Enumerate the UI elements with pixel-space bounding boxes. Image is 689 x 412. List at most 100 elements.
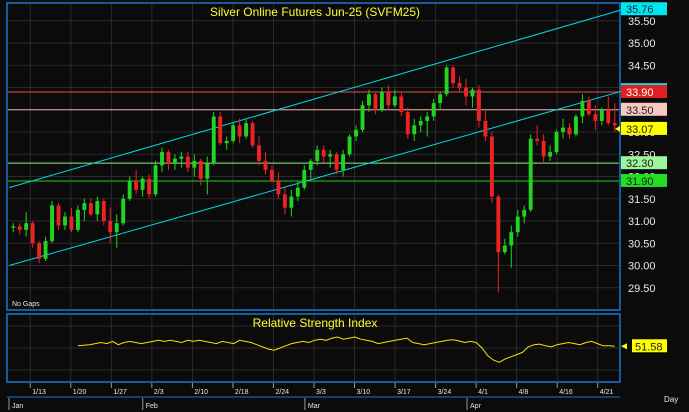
candle-body: [270, 169, 274, 181]
rsi-polyline: [77, 336, 615, 363]
candle-body: [308, 160, 313, 170]
candle-body: [179, 156, 184, 159]
candle-body: [354, 129, 358, 137]
candle-body: [373, 94, 378, 110]
candle-body: [198, 160, 203, 179]
candle-body: [237, 125, 242, 137]
candle-body: [612, 123, 617, 126]
day-tick-label: 1/20: [73, 389, 87, 396]
day-tick-label: 4/8: [519, 389, 529, 396]
candle-body: [134, 180, 139, 190]
candle-body: [114, 223, 119, 233]
candle-body: [250, 123, 255, 146]
candle-body: [451, 67, 456, 84]
candle-body: [593, 114, 598, 121]
day-tick-label: 2/18: [235, 389, 249, 396]
month-tick-label: Jan: [12, 403, 23, 410]
candle-body: [43, 241, 48, 259]
candle-body: [425, 116, 430, 121]
trend-channel: [9, 8, 626, 266]
candle-body: [95, 200, 100, 215]
candle-body: [82, 203, 87, 210]
candle-body: [127, 180, 132, 199]
candle-body: [405, 112, 410, 135]
candle-body: [153, 165, 158, 195]
price-tick-label: 31.50: [628, 194, 656, 206]
candle-body: [496, 196, 501, 253]
candle-body: [147, 178, 152, 195]
day-tick-label: 1/13: [32, 389, 46, 396]
price-label-box: [621, 173, 667, 187]
date-axis: 1/13 1/20 1/27 2/3 2/10 2/18 2/24 3/3 3/10 3/17 3/…: [7, 383, 620, 410]
candle-body: [554, 132, 559, 153]
price-tick-label: 34.50: [628, 60, 656, 72]
day-unit-label: Day: [664, 395, 678, 404]
price-label-text: 33.50: [626, 105, 654, 117]
candle-body: [75, 209, 80, 230]
candle-body: [166, 152, 171, 164]
price-tick-label: 35.00: [628, 38, 656, 50]
candle-body: [431, 103, 436, 117]
candle-body: [30, 223, 35, 244]
rsi-grid: [8, 315, 619, 381]
price-label-box: [621, 121, 667, 135]
candle-body: [535, 138, 540, 141]
candle-body: [11, 226, 16, 228]
candle-body: [418, 120, 423, 126]
candle-body: [295, 187, 300, 197]
day-tick-label: 2/24: [275, 389, 289, 396]
price-label-text: 32.30: [626, 158, 654, 170]
price-label-text: 31.90: [626, 176, 654, 188]
candle-body: [17, 226, 22, 230]
candle-body: [457, 83, 462, 88]
candle-body: [224, 140, 229, 144]
candle-body: [399, 96, 404, 113]
rsi-value-marker: [621, 343, 627, 350]
day-tick-label: 4/1: [478, 389, 488, 396]
candle-body: [282, 194, 287, 208]
candle-body: [528, 138, 533, 210]
price-label-box: [621, 102, 667, 116]
candle-body: [289, 196, 294, 208]
candle-body: [101, 200, 106, 222]
candle-body: [231, 125, 236, 141]
candle-body: [257, 145, 261, 161]
price-tick-label: 35.50: [628, 16, 656, 28]
price-tick-label: 29.50: [628, 283, 656, 295]
candle-body: [24, 223, 29, 230]
rsi-value-label: 51.58: [621, 339, 667, 353]
price-label-box: [621, 2, 667, 16]
candle-body: [211, 116, 216, 164]
candle-body: [509, 232, 514, 246]
candle-body: [379, 91, 384, 110]
candle-body: [192, 160, 197, 168]
candle-body: [599, 109, 604, 121]
day-tick-label: 3/17: [397, 389, 411, 396]
candle-body: [392, 96, 397, 106]
rsi-title: Relative Strength Index: [253, 316, 378, 330]
price-label-box: [621, 156, 667, 170]
candle-body: [244, 123, 249, 137]
candle-body: [367, 94, 371, 106]
day-tick-label: 1/27: [113, 389, 127, 396]
candle-body: [444, 67, 449, 95]
candle-body: [263, 160, 268, 170]
month-tick-label: Apr: [470, 403, 482, 410]
price-tick-label: 31.00: [628, 216, 656, 228]
day-tick-label: 2/3: [154, 389, 164, 396]
candle-body: [56, 205, 61, 226]
no-gaps-note: No Gaps: [12, 301, 40, 308]
price-label-text: 35.76: [626, 4, 654, 16]
day-tick-label: 4/16: [559, 389, 573, 396]
candle-body: [360, 105, 365, 130]
candle-body: [347, 136, 352, 155]
rsi-line: [77, 336, 615, 363]
day-tick-label: 3/24: [438, 389, 452, 396]
price-pane-frame: [6, 2, 621, 311]
candle-body: [328, 154, 333, 157]
candle-body: [580, 100, 585, 117]
candle-body: [386, 91, 391, 106]
day-tick-label: 3/3: [316, 389, 326, 396]
candle-body: [586, 100, 591, 115]
